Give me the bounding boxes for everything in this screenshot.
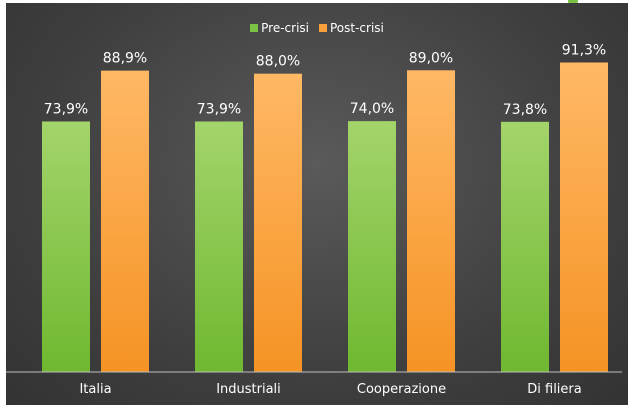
legend-item-post-crisi: Post-crisi [318,21,384,35]
legend-label-post-crisi: Post-crisi [329,21,384,35]
data-label-pre-crisi-industriali: 73,9% [197,101,241,117]
data-label-pre-crisi-di-filiera: 73,8% [503,102,547,118]
bar-pre-crisi-cooperazione [348,121,396,372]
bar-pre-crisi-di-filiera [501,121,549,373]
data-label-post-crisi-industriali: 88,0% [256,54,300,70]
data-label-post-crisi-di-filiera: 91,3% [562,42,606,58]
data-label-pre-crisi-italia: 73,9% [44,101,88,117]
x-tick-label-italia: Italia [79,382,111,397]
data-label-pre-crisi-cooperazione: 74,0% [350,101,394,117]
x-tick-label-industriali: Industriali [216,382,281,397]
bar-pre-crisi-industriali [195,121,243,372]
x-tick-label-di-filiera: Di filiera [527,382,581,397]
bar-post-crisi-industriali [254,73,302,373]
data-label-post-crisi-italia: 88,9% [103,51,147,67]
bar-post-crisi-cooperazione [407,70,455,372]
legend-swatch-pre-crisi [250,24,259,32]
legend: Pre-crisi Post-crisi [6,21,628,35]
bar-post-crisi-italia [101,70,149,372]
legend-item-pre-crisi: Pre-crisi [250,21,309,35]
legend-label-pre-crisi: Pre-crisi [261,21,309,35]
chart-area: Pre-crisi Post-crisi 73,9% 88,9% Italia 73,… [6,3,628,405]
data-label-post-crisi-cooperazione: 89,0% [409,50,453,66]
legend-swatch-post-crisi [318,24,327,32]
bar-pre-crisi-italia [42,121,90,372]
plot-svg: 73,9% 88,9% Italia 73,9% 88,0% Industriali 74,… [6,42,622,397]
x-tick-label-cooperazione: Cooperazione [357,382,446,397]
bar-post-crisi-di-filiera [560,62,608,372]
